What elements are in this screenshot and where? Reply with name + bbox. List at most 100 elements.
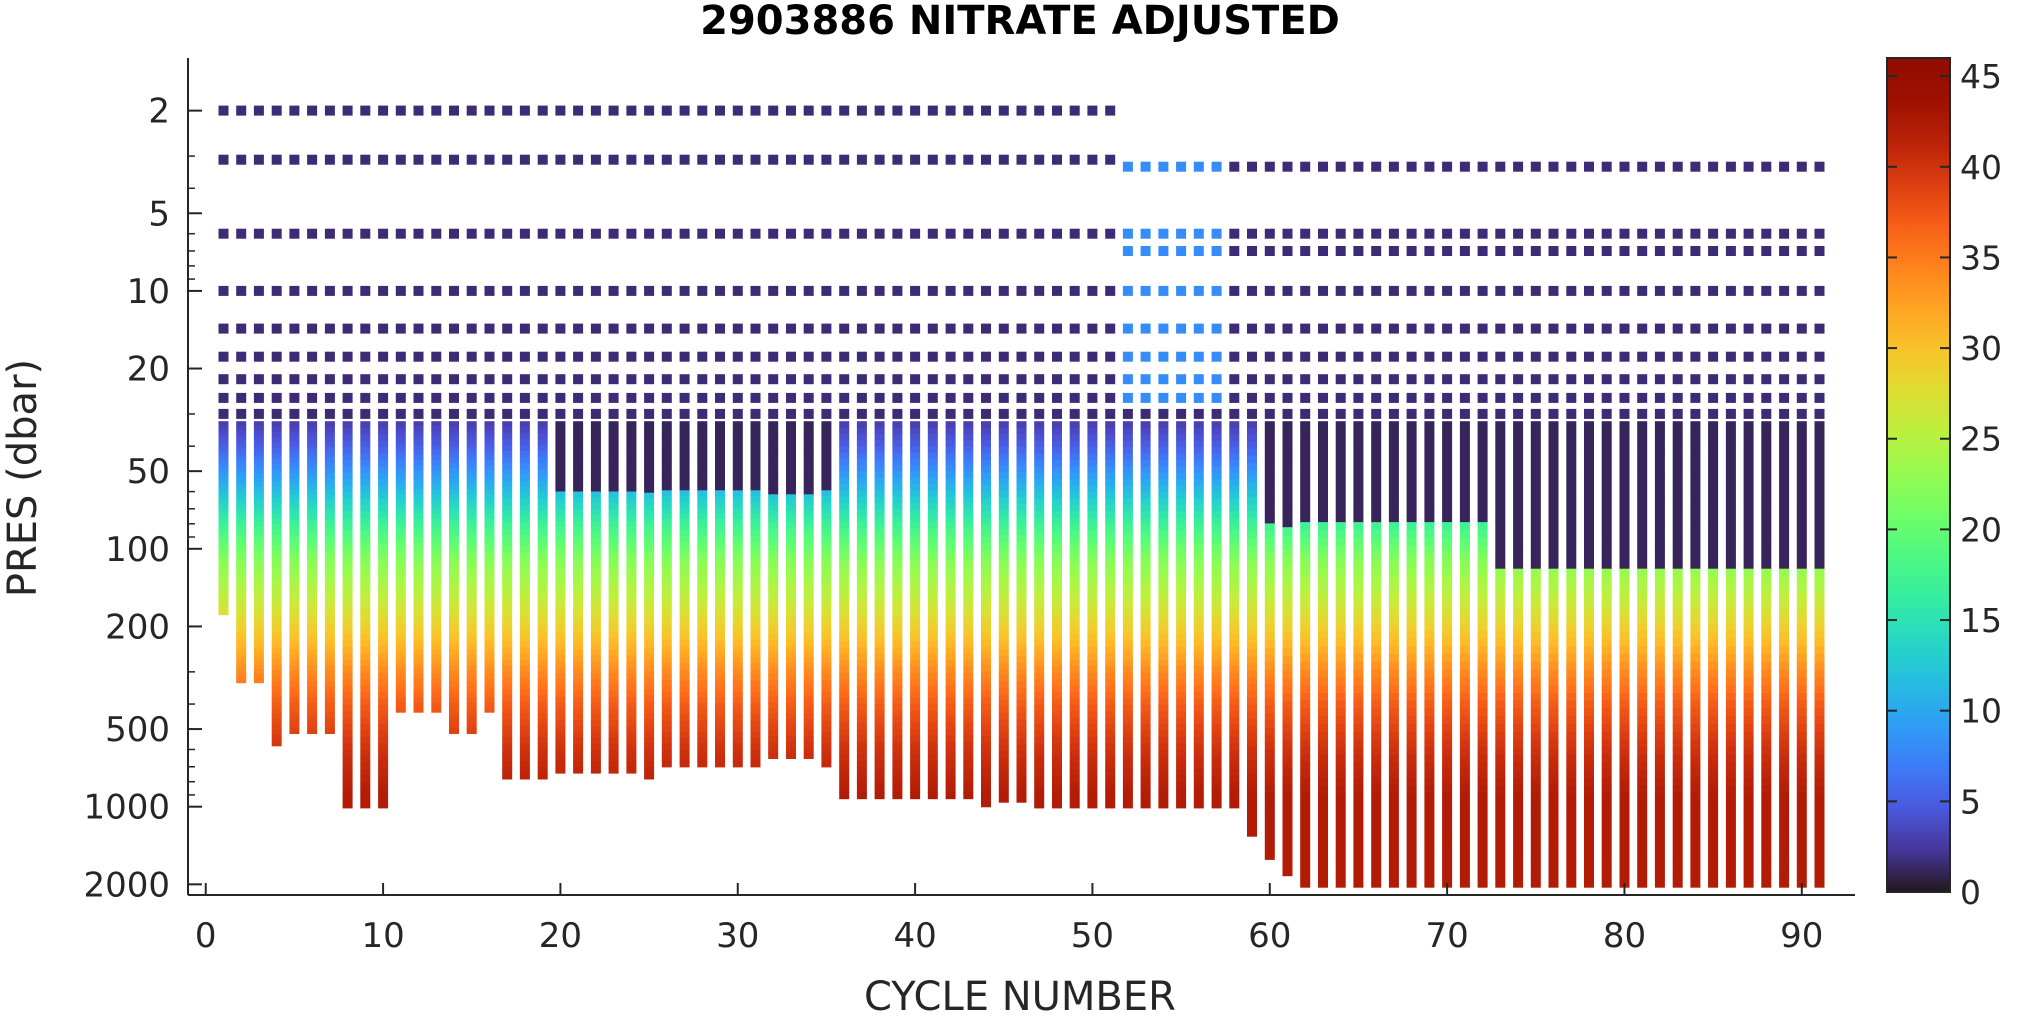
data-point: [342, 408, 353, 419]
data-point: [1140, 228, 1151, 239]
data-point: [945, 716, 956, 724]
data-point: [395, 460, 406, 466]
data-point: [697, 640, 708, 647]
data-point: [236, 599, 247, 605]
data-point: [218, 430, 229, 435]
data-point: [1406, 724, 1417, 733]
data-point: [324, 488, 335, 495]
data-point: [1087, 524, 1098, 532]
data-point: [1442, 428, 1453, 438]
data-point: [1424, 630, 1435, 640]
data-point: [697, 674, 708, 681]
data-point: [750, 444, 761, 451]
data-point: [1034, 374, 1045, 385]
data-point: [1229, 161, 1240, 172]
data-point: [945, 458, 956, 466]
data-point: [1158, 556, 1169, 564]
data-point: [342, 620, 353, 628]
data-point: [910, 760, 921, 768]
data-point: [1477, 246, 1488, 256]
data-point: [1193, 228, 1204, 239]
data-point: [750, 455, 761, 463]
data-point: [502, 468, 513, 476]
data-point: [1300, 561, 1311, 570]
data-point: [1353, 778, 1364, 787]
data-point: [644, 671, 655, 679]
data-point: [289, 603, 300, 610]
data-point: [1052, 608, 1062, 615]
data-point: [786, 606, 796, 613]
data-point: [324, 603, 335, 610]
data-point: [1016, 656, 1027, 663]
data-point: [715, 640, 725, 647]
data-point: [1335, 374, 1346, 385]
data-point: [537, 285, 548, 296]
data-point: [697, 732, 708, 739]
data-point: [590, 408, 601, 419]
data-point: [289, 707, 300, 714]
data-point: [1140, 691, 1151, 699]
data-point: [1318, 576, 1328, 585]
data-point: [1264, 351, 1275, 362]
data-point: [1353, 428, 1364, 438]
data-point: [768, 595, 779, 602]
data-point: [555, 702, 566, 710]
data-point: [289, 426, 300, 433]
data-point: [342, 588, 353, 596]
data-point: [519, 534, 530, 541]
data-point: [910, 742, 921, 749]
data-point: [378, 743, 389, 751]
data-point: [218, 450, 229, 454]
data-point: [1193, 485, 1204, 493]
data-point: [1406, 392, 1417, 403]
data-point: [750, 588, 761, 595]
data-point: [253, 599, 264, 605]
data-point: [1459, 685, 1470, 694]
data-point: [1264, 285, 1275, 296]
data-point: [378, 653, 389, 661]
data-point: [981, 768, 991, 776]
data-point: [1034, 704, 1045, 712]
data-point: [927, 105, 938, 116]
data-point: [218, 592, 229, 596]
data-point: [608, 532, 619, 540]
data-point: [697, 582, 708, 589]
data-point: [644, 606, 655, 613]
data-point: [1388, 871, 1399, 880]
data-point: [378, 154, 389, 165]
data-point: [378, 736, 389, 744]
data-point: [1442, 669, 1453, 679]
data-point: [856, 653, 867, 661]
data-point: [1122, 685, 1133, 693]
data-point: [1069, 614, 1080, 622]
data-point: [342, 659, 353, 667]
data-point: [1335, 840, 1346, 849]
data-point: [413, 586, 424, 592]
data-point: [661, 154, 672, 165]
data-point: [910, 484, 921, 491]
data-point: [218, 427, 229, 432]
data-point: [626, 767, 637, 774]
data-point: [945, 603, 956, 611]
data-point: [1353, 374, 1364, 385]
data-point: [1229, 374, 1240, 385]
data-point: [1353, 607, 1364, 616]
data-point: [555, 468, 566, 475]
data-point: [324, 681, 335, 688]
data-point: [750, 691, 761, 699]
data-point: [1069, 717, 1080, 725]
data-point: [856, 786, 867, 793]
data-point: [839, 742, 850, 749]
data-point: [821, 392, 832, 403]
data-point: [413, 557, 424, 563]
data-point: [839, 285, 850, 296]
data-point: [271, 556, 282, 563]
data-point: [466, 105, 477, 116]
data-point: [608, 726, 619, 733]
data-point: [1371, 467, 1382, 477]
data-point: [786, 724, 796, 731]
data-point: [307, 374, 318, 385]
data-point: [803, 674, 814, 681]
data-point: [821, 490, 832, 497]
data-point: [661, 536, 672, 543]
